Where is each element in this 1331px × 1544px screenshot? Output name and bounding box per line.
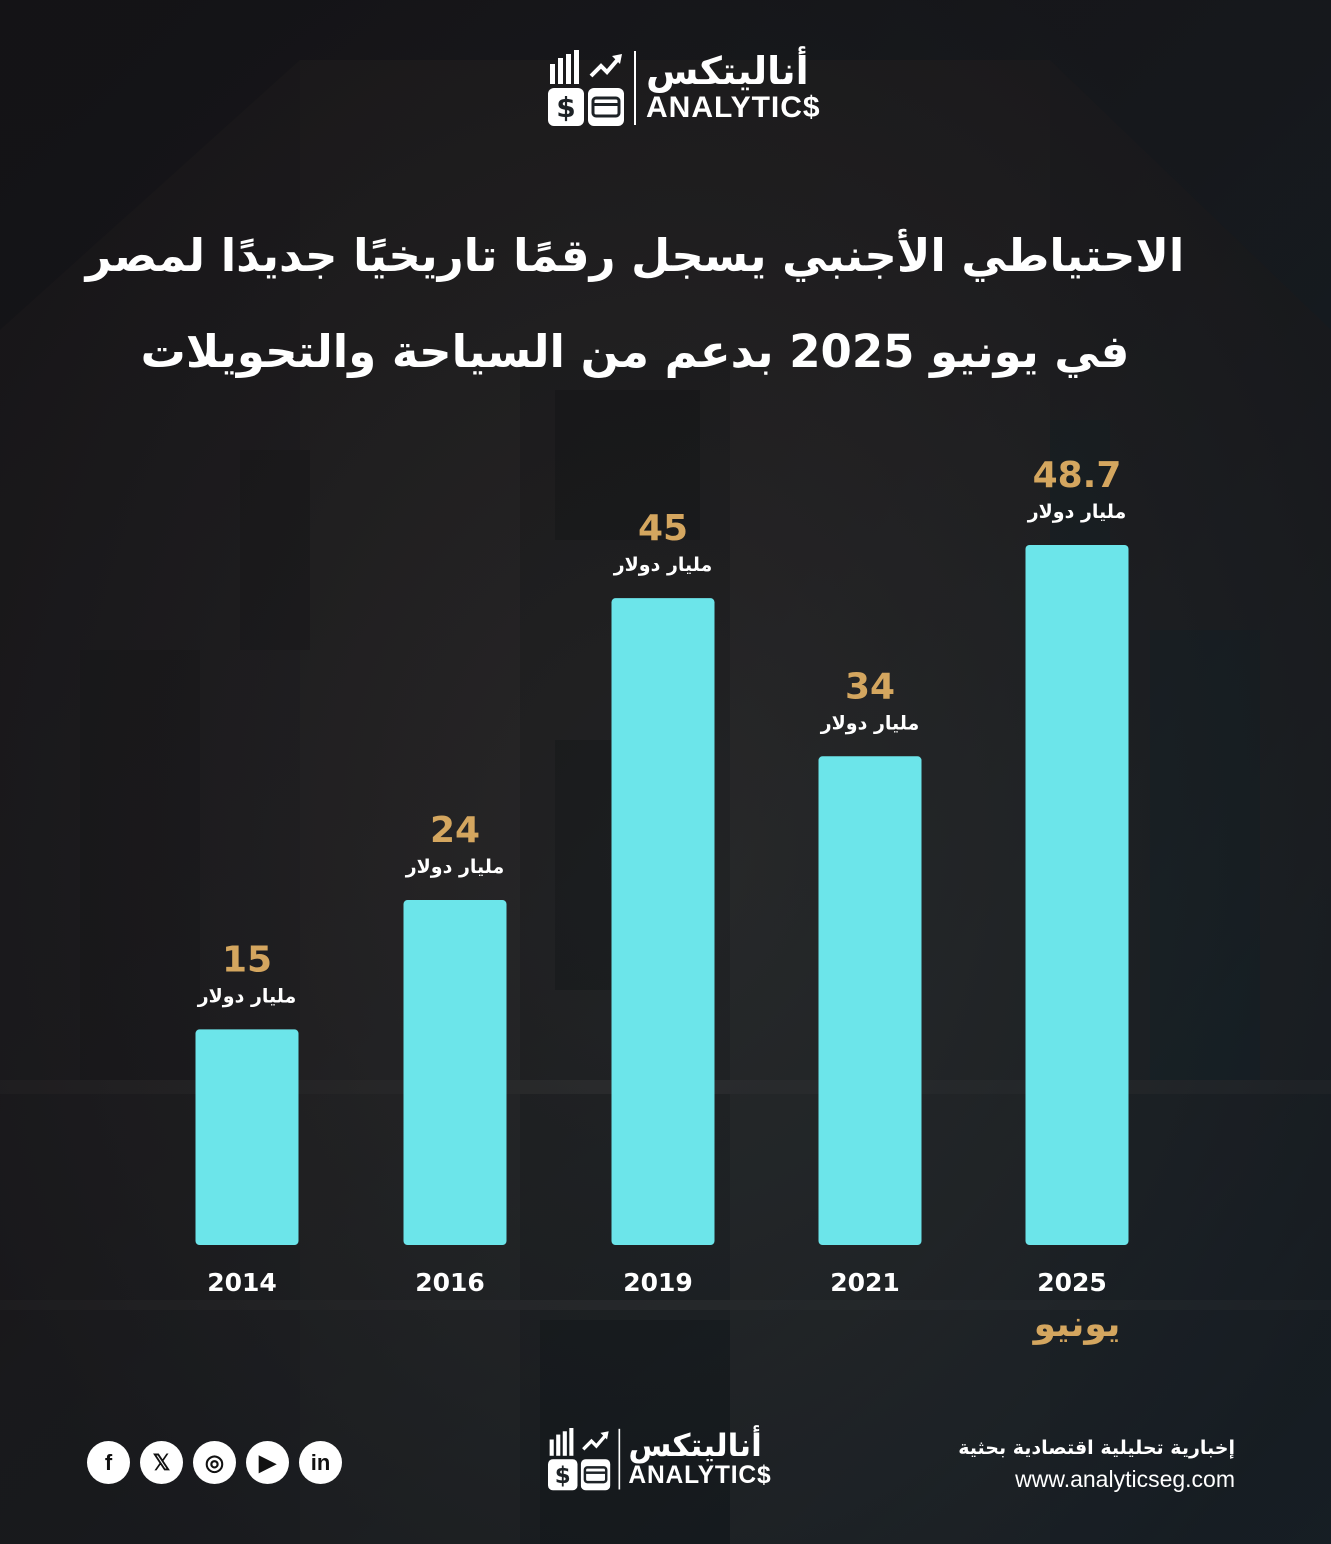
instagram-icon[interactable]: ◎ (193, 1441, 236, 1484)
unit-label-2021: مليار دولار (820, 712, 920, 734)
bar-2025 (1025, 545, 1129, 1245)
year-label-2025: 2025 (1037, 1268, 1107, 1297)
bar-2019 (611, 598, 715, 1245)
brand-name-english: ANALYTIC$ (628, 1461, 772, 1489)
bar-chart-icon (550, 50, 579, 84)
dollar-icon: $ (548, 88, 584, 126)
value-label-2016: 24 (430, 810, 480, 851)
value-label-2025: 48.7 (1033, 455, 1122, 496)
footer-tagline: إخبارية تحليلية اقتصادية بحثية (958, 1437, 1235, 1459)
title-line-1: الاحتياطي الأجنبي يسجل رقمًا تاريخيًا جد… (85, 229, 1185, 282)
brand-logo-bottom: $ أناليتكس ANALYTIC$ (548, 1427, 772, 1491)
logo-separator (634, 51, 636, 125)
linkedin-icon[interactable]: in (299, 1441, 342, 1484)
year-label-2019: 2019 (623, 1268, 693, 1297)
brand-logo-top: $ أناليتكس ANALYTIC$ (548, 50, 821, 126)
value-label-2019: 45 (638, 508, 688, 549)
social-links: f 𝕏 ◎ ▶ in (87, 1441, 342, 1484)
card-icon (588, 88, 624, 126)
x-icon[interactable]: 𝕏 (140, 1441, 183, 1484)
unit-label-2025: مليار دولار (1027, 501, 1127, 523)
dollar-icon: $ (548, 1459, 578, 1491)
brand-name-arabic: أناليتكس (628, 1427, 762, 1464)
bar-2021 (818, 756, 922, 1245)
unit-label-2016: مليار دولار (405, 856, 505, 878)
unit-label-2014: مليار دولار (197, 985, 297, 1007)
brand-name-arabic: أناليتكس (646, 49, 809, 93)
footer-info: إخبارية تحليلية اقتصادية بحثية www.analy… (958, 1433, 1235, 1495)
logo-icons: $ (548, 50, 624, 126)
year-label-2014: 2014 (207, 1268, 277, 1297)
logo-separator (618, 1428, 621, 1490)
brand-name-english: ANALYTIC$ (646, 91, 821, 124)
year-label-2016: 2016 (415, 1268, 485, 1297)
bar-2014 (195, 1029, 299, 1245)
category-note-label: يونيو (1032, 1304, 1121, 1345)
trend-arrow-icon (582, 1431, 609, 1451)
unit-label-2019: مليار دولار (613, 554, 713, 576)
title-line-2: في يونيو 2025 بدعم من السياحة والتحويلات (140, 325, 1130, 378)
svg-text:$: $ (556, 91, 575, 124)
value-label-2021: 34 (845, 666, 895, 707)
chart-title: الاحتياطي الأجنبي يسجل رقمًا تاريخيًا جد… (40, 208, 1230, 400)
bar-chart-icon (549, 1428, 574, 1456)
bar-chart: 15 مليار دولار 2014 24 مليار دولار 2016 45 مليا… (195, 455, 1129, 1345)
svg-text:$: $ (555, 1463, 571, 1489)
year-label-2021: 2021 (830, 1268, 900, 1297)
youtube-icon[interactable]: ▶ (246, 1441, 289, 1484)
facebook-icon[interactable]: f (87, 1441, 130, 1484)
value-label-2014: 15 (222, 939, 272, 980)
bar-2016 (403, 900, 507, 1245)
logo-icons: $ (548, 1428, 611, 1491)
card-icon (580, 1459, 611, 1491)
website-link[interactable]: www.analyticseg.com (1015, 1466, 1235, 1492)
trend-arrow-icon (589, 54, 622, 78)
